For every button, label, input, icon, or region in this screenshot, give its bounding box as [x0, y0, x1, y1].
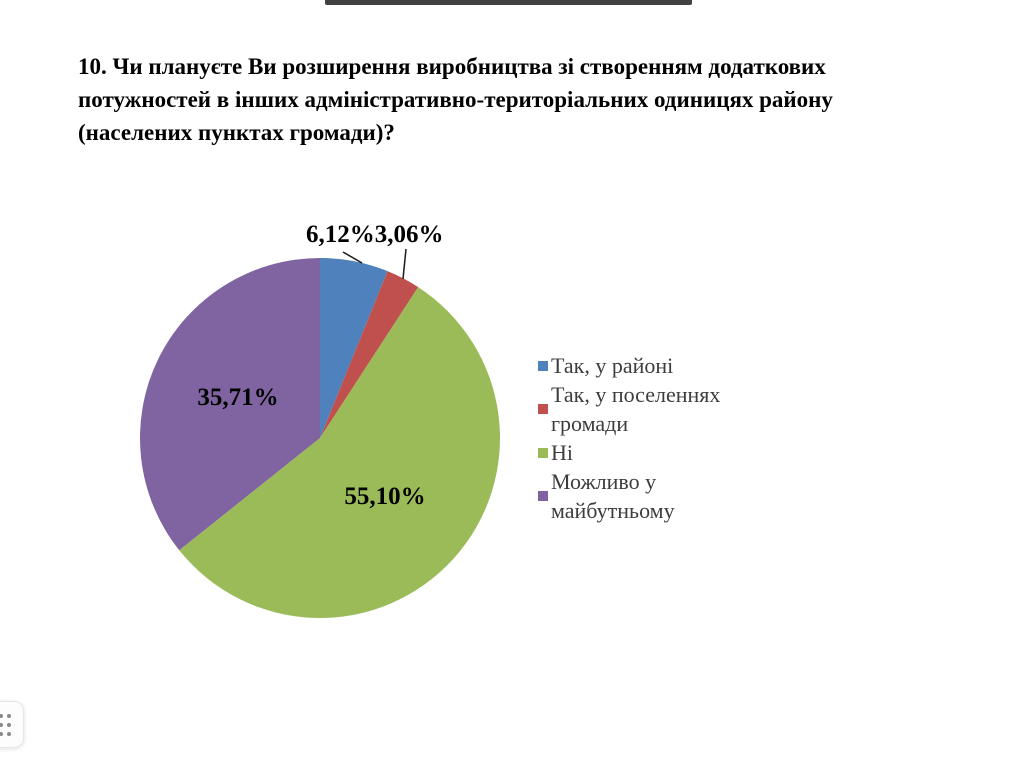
pie-slice-3 — [139, 257, 320, 551]
leader-line-red — [402, 248, 407, 280]
outside-data-labels: 6,12% 3,06% — [306, 222, 444, 248]
data-label-green: 55,10% — [344, 483, 426, 510]
legend-swatch-blue — [538, 360, 548, 371]
legend-swatch-purple — [538, 491, 548, 501]
grip-dots-icon — [0, 713, 11, 736]
legend-item-tak-u-raioni: Так, у районі — [538, 351, 753, 380]
legend-swatch-green — [538, 447, 548, 458]
legend-item-mozhlyvo: Можливо у майбутньому — [538, 467, 753, 525]
legend-label: Можливо у майбутньому — [551, 469, 675, 523]
legend-item-tak-u-poselenniakh: Так, у поселеннях громади — [538, 380, 753, 438]
pie-plot — [139, 257, 500, 618]
leader-line-blue — [342, 251, 363, 264]
leader-lines — [342, 248, 407, 280]
drag-handle-button[interactable] — [0, 701, 24, 748]
pie-slice-2 — [179, 287, 500, 618]
question-title: 10. Чи плануєте Ви розширення виробництв… — [78, 54, 833, 145]
pie-slice-1 — [320, 271, 419, 438]
legend-label: Так, у поселеннях громади — [551, 382, 721, 436]
legend-label: Так, у районі — [551, 353, 674, 378]
legend-item-ni: Ні — [538, 438, 753, 467]
pie-slice-0 — [320, 257, 388, 438]
data-label-purple: 35,71% — [197, 384, 279, 411]
toolbar-bottom-edge — [325, 0, 692, 5]
data-label-blue: 6,12% — [306, 221, 375, 248]
chart-legend: Так, у районі Так, у поселеннях громади … — [538, 351, 753, 525]
legend-swatch-red — [538, 404, 548, 414]
legend-label: Ні — [551, 440, 573, 465]
data-label-red: 3,06% — [374, 221, 444, 248]
